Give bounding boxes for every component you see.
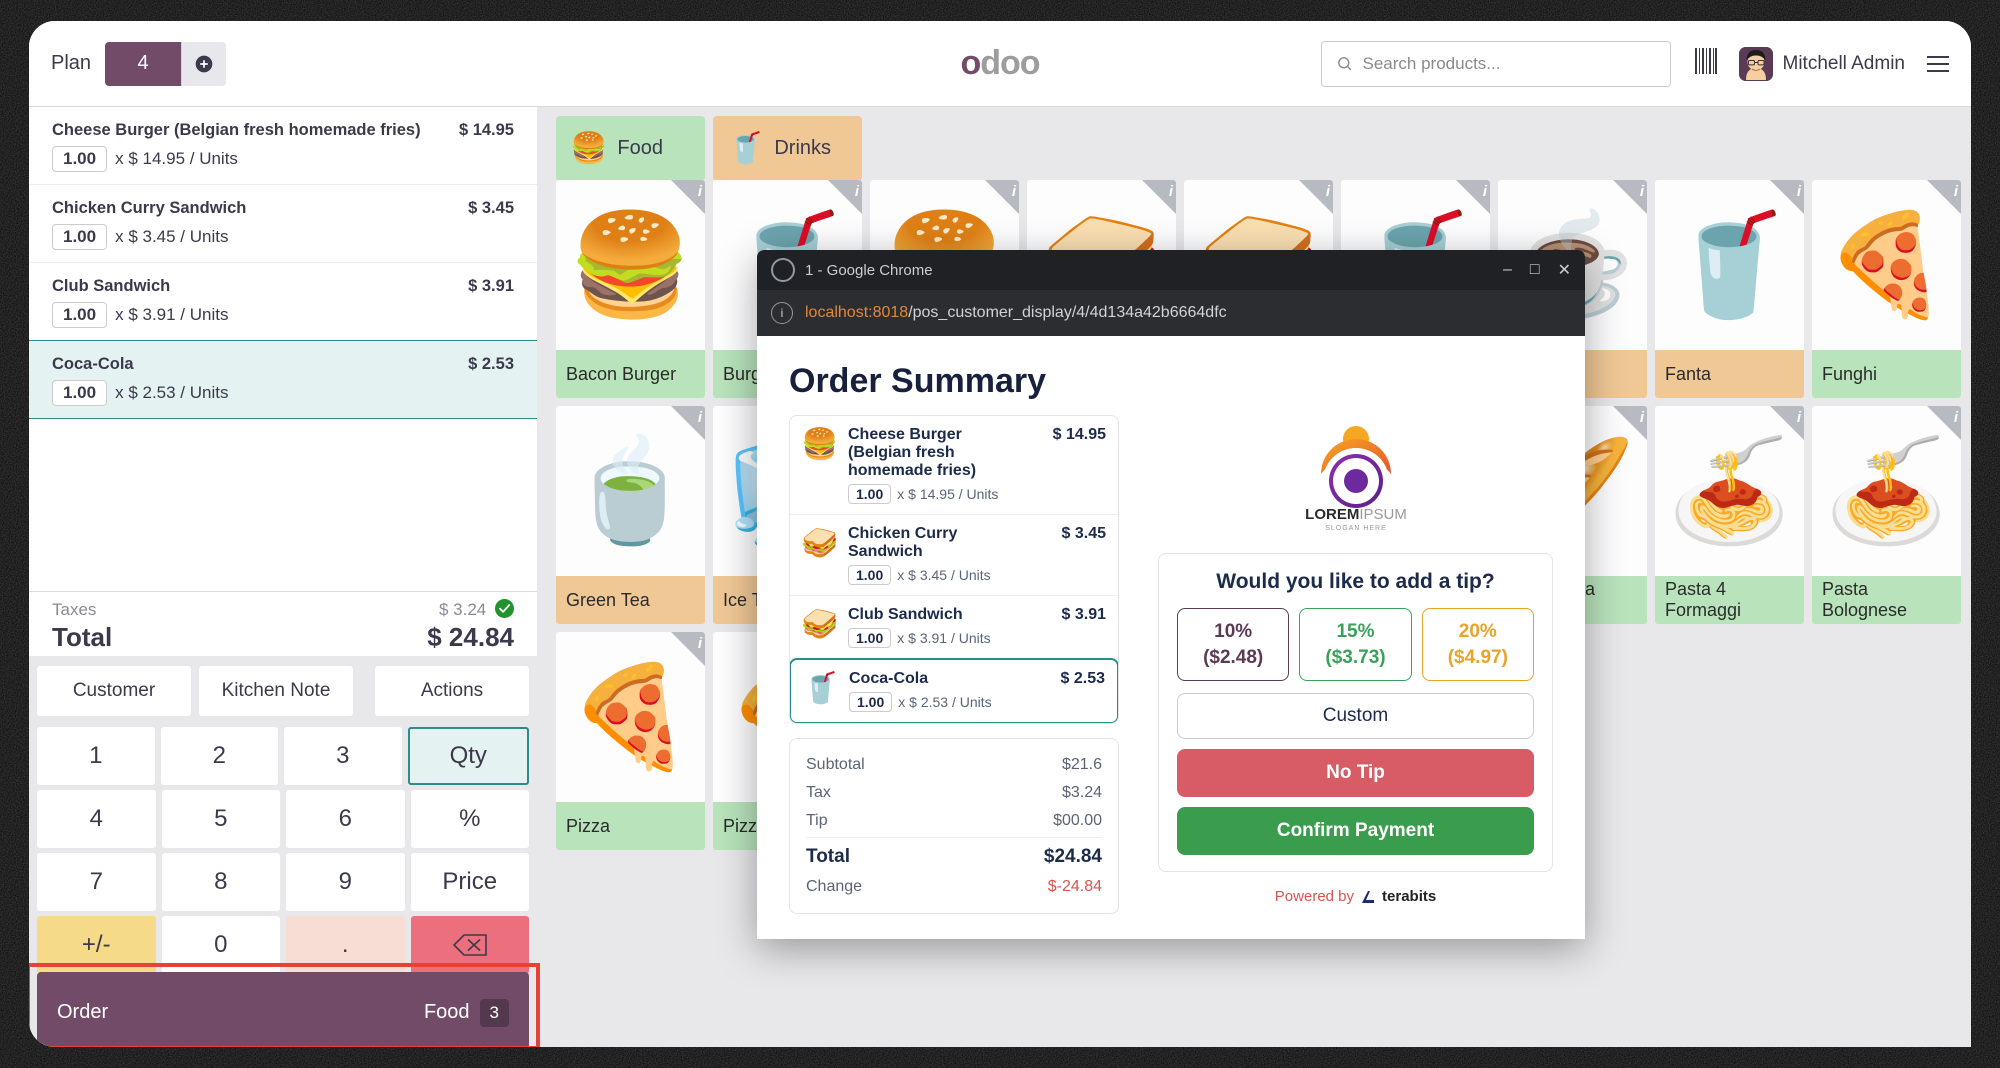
svg-text:LOREMIPSUM: LOREMIPSUM — [1305, 506, 1407, 523]
svg-text:SLOGAN HERE: SLOGAN HERE — [1325, 525, 1387, 532]
